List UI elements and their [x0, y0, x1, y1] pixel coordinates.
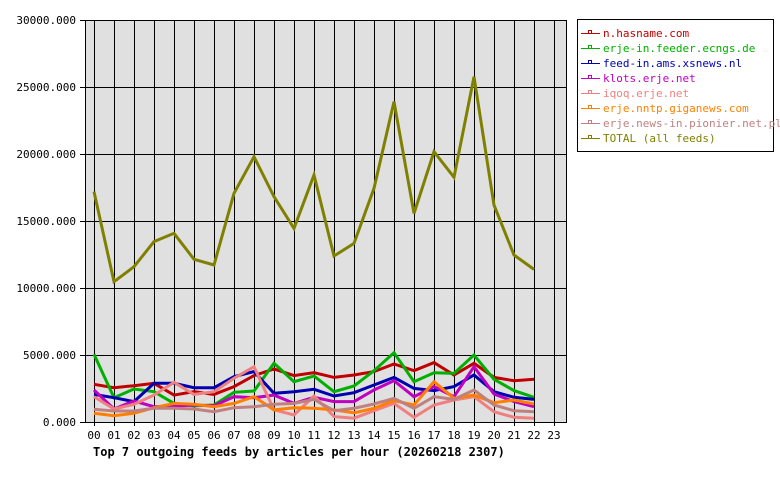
- y-tick-label: 30000.000: [16, 14, 76, 27]
- x-tick-label: 12: [327, 429, 340, 442]
- x-axis: 00 01 02 03 04 05 06 07 08 09 10 11 12 13 14 15 16 17 18 19…: [87, 429, 560, 442]
- legend-item: erje.news-in.pionier.net.pl: [581, 117, 780, 130]
- legend-label: feed-in.ams.xsnews.nl: [603, 57, 742, 70]
- x-tick-label: 11: [307, 429, 320, 442]
- legend-item: erje.nntp.giganews.com: [581, 102, 749, 115]
- x-tick-label: 08: [247, 429, 260, 442]
- legend: n.hasname.com erje-in.feeder.ecngs.de feed…: [578, 20, 780, 152]
- x-tick-label: 04: [167, 429, 181, 442]
- x-tick-label: 14: [367, 429, 381, 442]
- x-tick-label: 03: [147, 429, 160, 442]
- legend-label: n.hasname.com: [603, 27, 689, 40]
- x-tick-label: 02: [127, 429, 140, 442]
- x-tick-label: 05: [187, 429, 200, 442]
- x-tick-label: 23: [547, 429, 560, 442]
- legend-label: iqoq.erje.net: [603, 87, 689, 100]
- x-tick-label: 21: [507, 429, 520, 442]
- y-axis: 0.000 5000.000 10000.000 15000.000 20000.000…: [16, 14, 76, 429]
- x-tick-label: 01: [107, 429, 120, 442]
- y-tick-label: 5000.000: [23, 349, 76, 362]
- y-tick-label: 15000.000: [16, 215, 76, 228]
- legend-label: TOTAL (all feeds): [603, 132, 716, 145]
- x-tick-label: 18: [447, 429, 460, 442]
- x-tick-label: 20: [487, 429, 500, 442]
- chart-title: Top 7 outgoing feeds by articles per hou…: [93, 445, 505, 459]
- y-tick-label: 10000.000: [16, 282, 76, 295]
- legend-label: erje.news-in.pionier.net.pl: [603, 117, 780, 130]
- y-tick-label: 25000.000: [16, 81, 76, 94]
- x-tick-label: 06: [207, 429, 220, 442]
- y-tick-label: 20000.000: [16, 148, 76, 161]
- legend-label: erje.nntp.giganews.com: [603, 102, 749, 115]
- legend-item: feed-in.ams.xsnews.nl: [581, 57, 742, 70]
- legend-label: klots.erje.net: [603, 72, 696, 85]
- x-tick-label: 07: [227, 429, 240, 442]
- x-tick-label: 16: [407, 429, 420, 442]
- x-tick-label: 09: [267, 429, 280, 442]
- x-tick-label: 10: [287, 429, 300, 442]
- x-tick-label: 13: [347, 429, 360, 442]
- x-tick-label: 17: [427, 429, 440, 442]
- x-tick-label: 15: [387, 429, 400, 442]
- y-tick-label: 0.000: [43, 416, 76, 429]
- x-tick-label: 22: [527, 429, 540, 442]
- x-tick-label: 19: [467, 429, 480, 442]
- legend-label: erje-in.feeder.ecngs.de: [603, 42, 755, 55]
- legend-item: erje-in.feeder.ecngs.de: [581, 42, 755, 55]
- x-tick-label: 00: [87, 429, 100, 442]
